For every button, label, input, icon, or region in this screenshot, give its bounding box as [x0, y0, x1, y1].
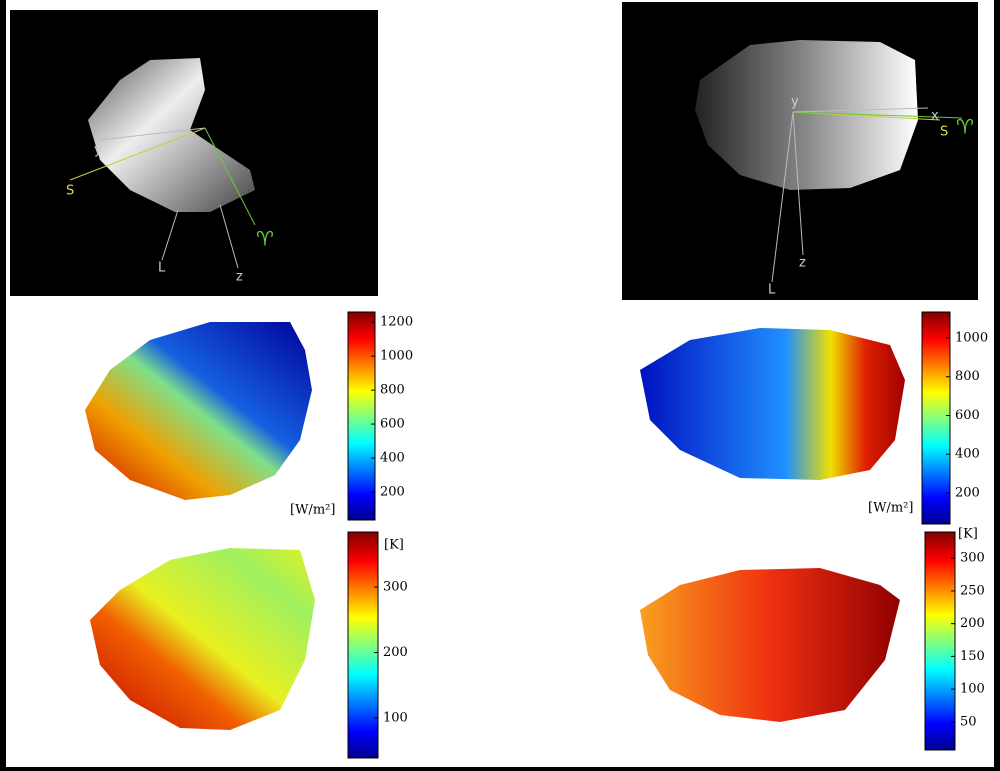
axis-label: ♈ [256, 227, 274, 251]
flux-map [85, 322, 312, 500]
tick-label: 200 [955, 485, 980, 500]
axis-label: z [799, 256, 806, 271]
tick-label: 600 [380, 417, 405, 432]
unit-label: [K] [384, 538, 404, 553]
unit-label: [W/m²] [868, 501, 913, 516]
tick-label: 250 [960, 583, 985, 598]
tick-label: 1200 [380, 315, 413, 330]
tick-label: 150 [960, 649, 985, 664]
axis-label: y [94, 143, 102, 158]
axis-label: L [768, 283, 776, 298]
unit-label: [W/m²] [290, 503, 335, 518]
tick-label: 600 [955, 408, 980, 423]
temperature-map [640, 568, 900, 722]
axis-label: S [940, 125, 948, 140]
tick-label: 1000 [955, 330, 988, 345]
colorbar [347, 311, 376, 521]
axis-label: y [791, 95, 799, 110]
tick-label: 800 [955, 369, 980, 384]
axis-label: S [66, 184, 74, 199]
tick-label: 800 [380, 383, 405, 398]
tick-label: 200 [960, 616, 985, 631]
temperature-map [90, 548, 315, 730]
asteroid-shape [88, 58, 255, 212]
tick-label: 400 [380, 451, 405, 466]
tick-label: 400 [955, 447, 980, 462]
tick-label: 200 [383, 645, 408, 660]
axes [69, 127, 256, 269]
axis-label: z [236, 270, 243, 285]
unit-label: [K] [958, 527, 978, 542]
tick-label: 200 [380, 484, 405, 499]
axes [771, 107, 963, 283]
colorbar [921, 311, 951, 525]
tick-label: 1000 [380, 349, 413, 364]
axis-label: x [931, 109, 939, 124]
tick-label: 50 [960, 714, 977, 729]
tick-label: 300 [960, 551, 985, 566]
tick-label: 100 [383, 711, 408, 726]
axis-label: ♈ [956, 115, 974, 139]
asteroid-shape [695, 40, 918, 190]
colorbar [347, 531, 379, 759]
tick-label: 100 [960, 682, 985, 697]
colorbar [924, 531, 956, 751]
axis-label: L [158, 261, 166, 276]
tick-label: 300 [383, 580, 408, 595]
flux-map [640, 328, 905, 480]
